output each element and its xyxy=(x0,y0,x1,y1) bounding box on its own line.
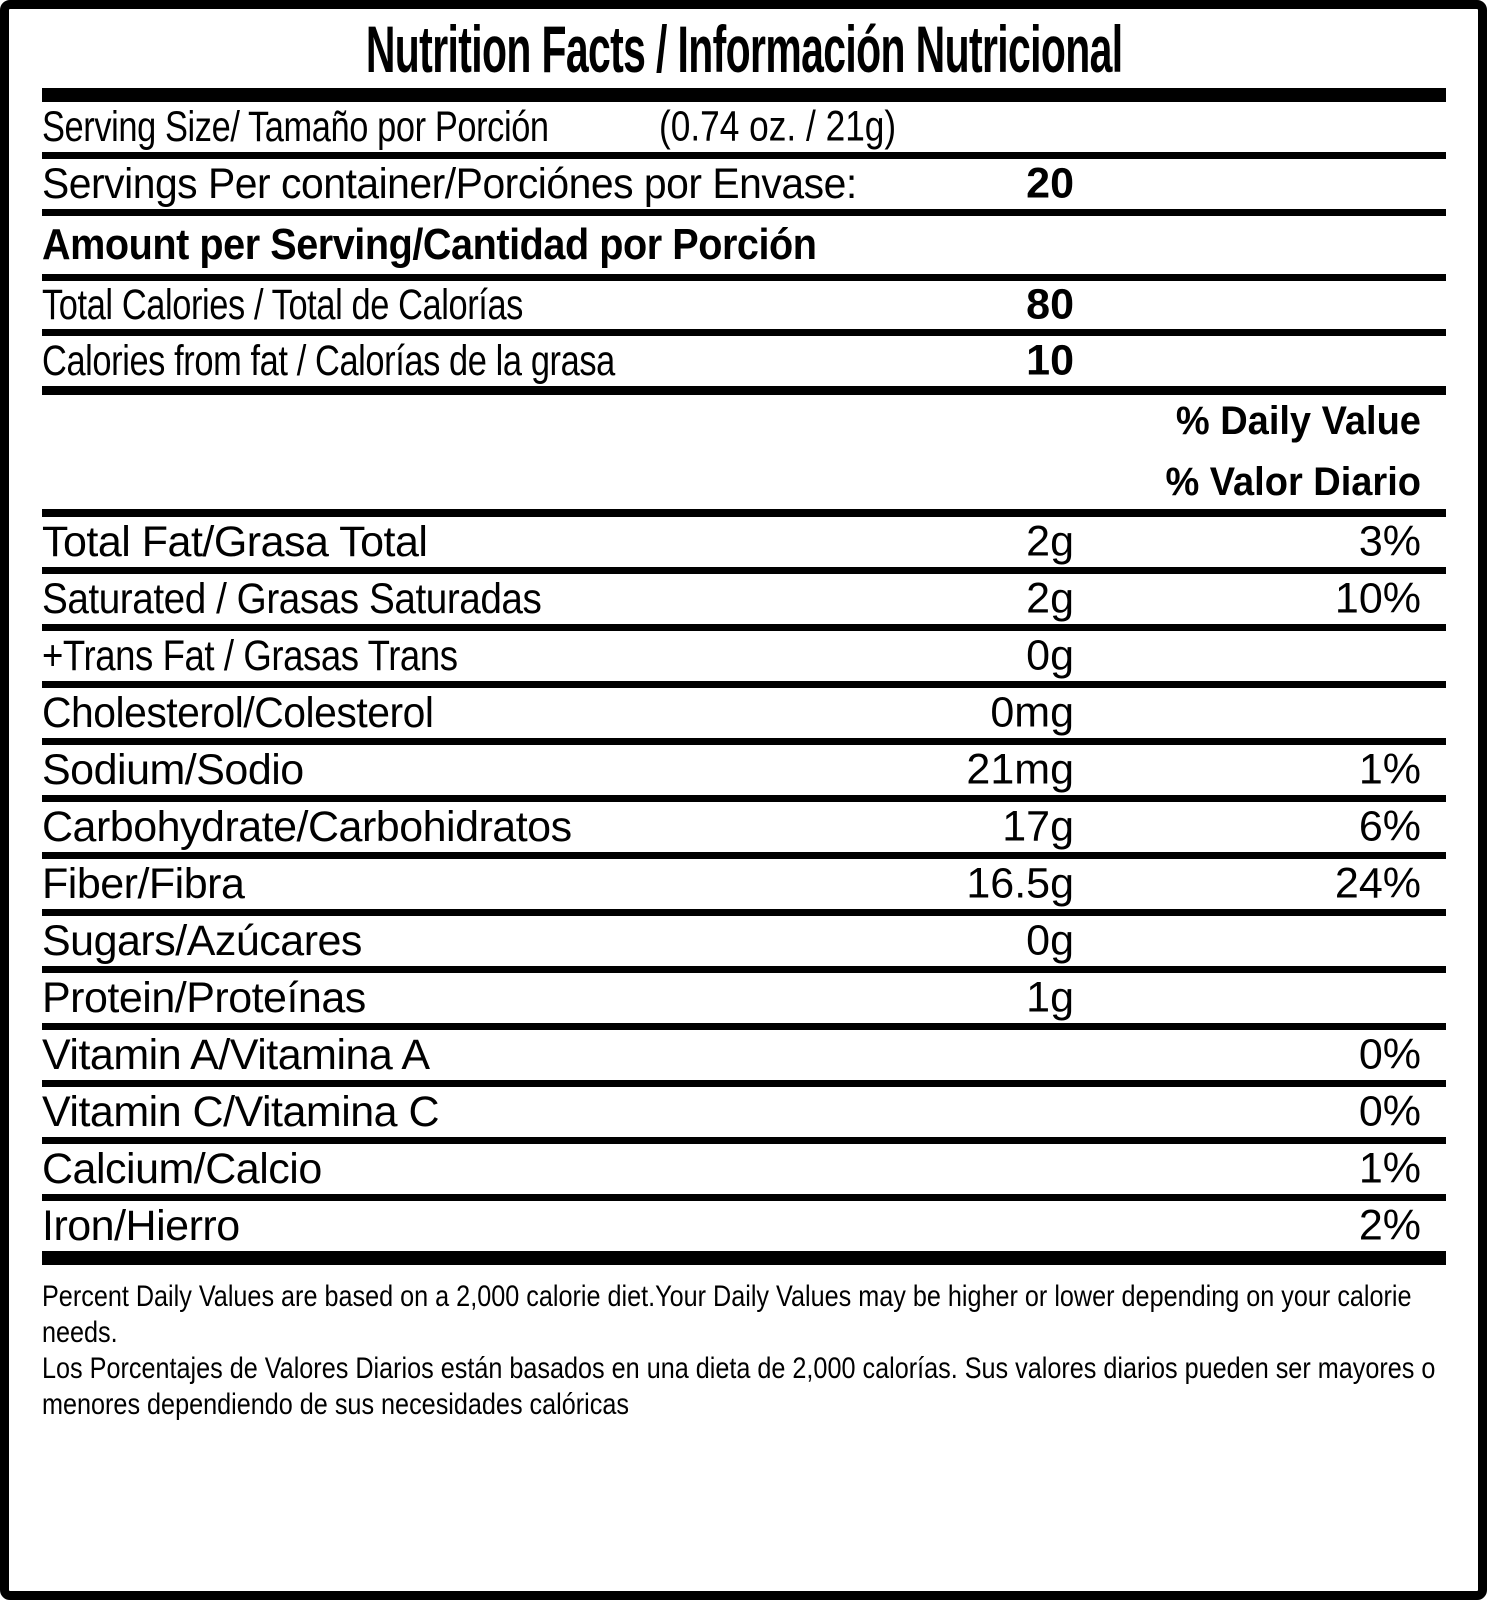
total-calories-value: 80 xyxy=(1026,280,1074,329)
nutrient-amount: 0g xyxy=(1026,631,1074,680)
nutrient-row: Sugars/Azúcares 0g xyxy=(42,916,1446,973)
nutrient-amount: 1g xyxy=(1026,973,1074,1022)
nutrient-daily-value: 6% xyxy=(1358,802,1421,851)
calories-from-fat-value: 10 xyxy=(1026,336,1074,385)
nutrient-row: Calcium/Calcio 1% xyxy=(42,1144,1446,1201)
daily-value-header-en: % Daily Value xyxy=(1175,399,1421,443)
nutrient-amount: 17g xyxy=(1002,802,1074,851)
servings-per-container-label: Servings Per container/Porciónes por Env… xyxy=(42,159,857,208)
nutrient-row: +Trans Fat / Grasas Trans 0g xyxy=(42,631,1446,688)
calories-from-fat-row: Calories from fat / Calorías de la grasa… xyxy=(42,336,1446,395)
nutrient-row: Protein/Proteínas 1g xyxy=(42,973,1446,1030)
nutrient-daily-value: 0% xyxy=(1358,1087,1421,1136)
nutrient-label: Iron/Hierro xyxy=(42,1201,240,1250)
title-row: Nutrition Facts / Información Nutriciona… xyxy=(42,9,1446,102)
nutrient-row: Total Fat/Grasa Total 2g 3% xyxy=(42,517,1446,574)
nutrient-amount: 0g xyxy=(1026,916,1074,965)
footnote-text: Percent Daily Values are based on a 2,00… xyxy=(42,1279,1446,1423)
label-content: Nutrition Facts / Información Nutriciona… xyxy=(42,9,1446,1432)
total-calories-label: Total Calories / Total de Calorías xyxy=(42,280,523,329)
serving-size-row: Serving Size/ Tamaño por Porción (0.74 o… xyxy=(42,102,1446,159)
nutrient-row: Saturated / Grasas Saturadas 2g 10% xyxy=(42,574,1446,631)
nutrient-label: Sugars/Azúcares xyxy=(42,916,362,965)
nutrient-row: Vitamin A/Vitamina A 0% xyxy=(42,1030,1446,1087)
nutrient-amount: 2g xyxy=(1026,574,1074,623)
servings-per-container-row: Servings Per container/Porciónes por Env… xyxy=(42,159,1446,216)
nutrient-label: Sodium/Sodio xyxy=(42,745,304,794)
nutrient-rows: Total Fat/Grasa Total 2g 3% Saturated / Gra… xyxy=(42,517,1446,1265)
nutrient-daily-value: 24% xyxy=(1334,859,1421,908)
nutrient-daily-value: 1% xyxy=(1358,1144,1421,1193)
nutrient-amount: 2g xyxy=(1026,517,1074,566)
nutrient-label: Cholesterol/Colesterol xyxy=(42,688,434,737)
nutrient-row: Vitamin C/Vitamina C 0% xyxy=(42,1087,1446,1144)
total-calories-row: Total Calories / Total de Calorías 80 xyxy=(42,281,1446,336)
nutrient-amount: 21mg xyxy=(966,745,1074,794)
nutrient-label: Calcium/Calcio xyxy=(42,1144,322,1193)
nutrient-daily-value: 0% xyxy=(1358,1030,1421,1079)
label-title: Nutrition Facts / Información Nutriciona… xyxy=(365,11,1123,86)
serving-size-value: (0.74 oz. / 21g) xyxy=(659,102,897,151)
nutrient-label: Saturated / Grasas Saturadas xyxy=(42,574,542,623)
nutrient-label: Fiber/Fibra xyxy=(42,859,245,908)
nutrient-row: Fiber/Fibra 16.5g 24% xyxy=(42,859,1446,916)
nutrient-label: Carbohydrate/Carbohidratos xyxy=(42,802,572,851)
nutrient-label: Protein/Proteínas xyxy=(42,973,366,1022)
serving-size-label: Serving Size/ Tamaño por Porción xyxy=(42,102,549,151)
nutrient-label: Vitamin C/Vitamina C xyxy=(42,1087,440,1136)
nutrient-row: Iron/Hierro 2% xyxy=(42,1201,1446,1265)
nutrient-row: Cholesterol/Colesterol 0mg xyxy=(42,688,1446,745)
nutrient-daily-value: 2% xyxy=(1358,1201,1421,1250)
footnote: Percent Daily Values are based on a 2,00… xyxy=(42,1265,1446,1432)
footnote-english: Percent Daily Values are based on a 2,00… xyxy=(42,1280,1412,1349)
nutrient-daily-value: 1% xyxy=(1358,745,1421,794)
nutrient-row: Sodium/Sodio 21mg 1% xyxy=(42,745,1446,802)
footnote-spanish: Los Porcentajes de Valores Diarios están… xyxy=(42,1352,1436,1421)
nutrient-label: Total Fat/Grasa Total xyxy=(42,517,428,566)
nutrient-label: Vitamin A/Vitamina A xyxy=(42,1030,430,1079)
nutrient-amount: 0mg xyxy=(990,688,1074,737)
calories-from-fat-label: Calories from fat / Calorías de la grasa xyxy=(42,336,615,385)
amount-per-serving-heading: Amount per Serving/Cantidad por Porción xyxy=(42,220,817,269)
nutrient-label: +Trans Fat / Grasas Trans xyxy=(42,631,458,680)
daily-value-header-es: % Valor Diario xyxy=(1165,460,1421,504)
servings-per-container-value: 20 xyxy=(1026,159,1074,208)
nutrient-row: Carbohydrate/Carbohidratos 17g 6% xyxy=(42,802,1446,859)
amount-per-serving-row: Amount per Serving/Cantidad por Porción xyxy=(42,216,1446,281)
nutrient-amount: 16.5g xyxy=(966,859,1074,908)
nutrient-daily-value: 3% xyxy=(1358,517,1421,566)
nutrient-daily-value: 10% xyxy=(1334,574,1421,623)
daily-value-header: % Daily Value % Valor Diario xyxy=(42,395,1446,517)
